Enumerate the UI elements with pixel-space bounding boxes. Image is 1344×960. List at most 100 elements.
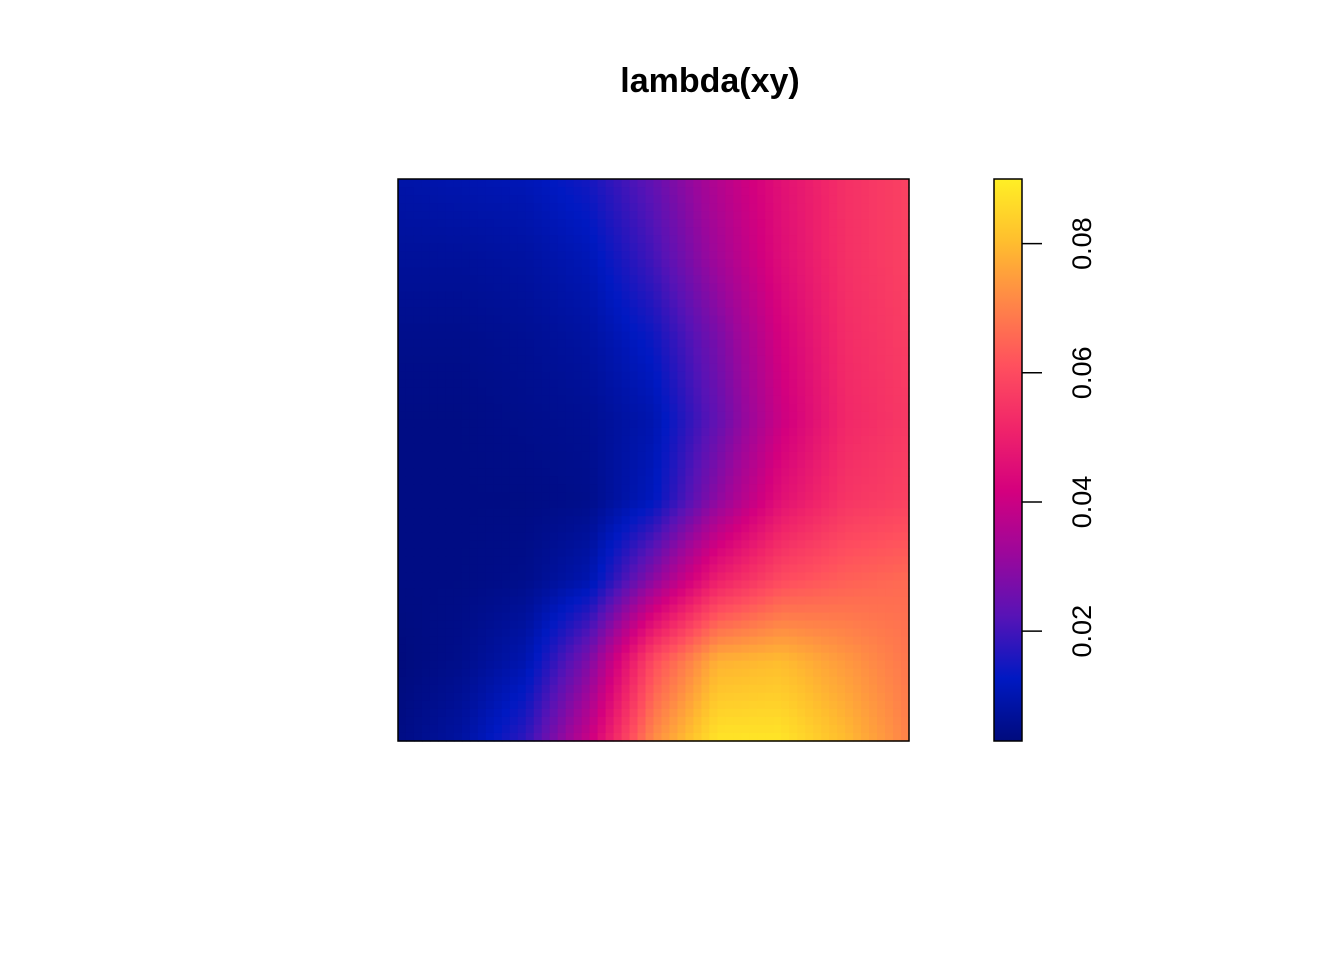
heatmap-cell: [805, 419, 814, 429]
heatmap-cell: [541, 195, 551, 204]
heatmap-cell: [653, 299, 663, 309]
heatmap-cell: [485, 548, 495, 557]
heatmap-cell: [525, 508, 535, 517]
heatmap-cell: [525, 628, 535, 638]
heatmap-cell: [741, 219, 750, 228]
heatmap-cell: [501, 668, 511, 678]
heatmap-cell: [461, 331, 471, 341]
heatmap-cell: [525, 532, 535, 541]
heatmap-cell: [885, 275, 894, 284]
heatmap-cell: [581, 203, 591, 212]
heatmap-cell: [813, 235, 822, 244]
heatmap-cell: [701, 355, 710, 365]
heatmap-cell: [413, 652, 423, 662]
heatmap-cell: [781, 395, 790, 405]
heatmap-cell: [469, 419, 479, 429]
heatmap-cell: [533, 620, 543, 630]
heatmap-cell: [629, 363, 639, 373]
heatmap-cell: [501, 524, 511, 533]
heatmap-cell: [557, 564, 567, 573]
heatmap-cell: [869, 347, 878, 357]
heatmap-cell: [581, 692, 591, 702]
heatmap-cell: [509, 235, 519, 244]
heatmap-cell: [901, 251, 910, 260]
heatmap-cell: [398, 532, 407, 541]
heatmap-cell: [869, 564, 878, 573]
heatmap-cell: [869, 716, 878, 726]
heatmap-cell: [709, 443, 718, 453]
heatmap-cell: [398, 660, 407, 670]
heatmap-cell: [485, 227, 495, 236]
heatmap-cell: [685, 259, 695, 268]
heatmap-cell: [837, 700, 846, 710]
heatmap-cell: [398, 732, 407, 742]
heatmap-cell: [797, 387, 806, 397]
heatmap-cell: [693, 187, 702, 196]
heatmap-cell: [781, 235, 790, 244]
heatmap-cell: [637, 588, 647, 598]
heatmap-cell: [685, 524, 695, 533]
heatmap-cell: [525, 548, 535, 557]
heatmap-cell: [845, 588, 854, 598]
heatmap-cell: [677, 179, 687, 188]
heatmap-cell: [461, 299, 471, 309]
heatmap-cell: [717, 259, 726, 268]
heatmap-cell: [837, 395, 846, 405]
heatmap-cell: [677, 484, 687, 493]
heatmap-cell: [605, 291, 615, 301]
heatmap-cell: [837, 363, 846, 373]
heatmap-cell: [869, 660, 878, 670]
heatmap-cell: [645, 291, 655, 301]
heatmap-cell: [709, 684, 718, 694]
heatmap-cell: [589, 331, 599, 341]
heatmap-cell: [645, 692, 655, 702]
heatmap-cell: [805, 620, 814, 630]
heatmap-cell: [789, 243, 798, 252]
heatmap-cell: [765, 251, 774, 260]
heatmap-cell: [453, 532, 463, 541]
heatmap-cell: [781, 275, 790, 284]
heatmap-cell: [445, 419, 455, 429]
heatmap-cell: [637, 403, 647, 413]
heatmap-cell: [861, 211, 870, 220]
heatmap-cell: [765, 524, 774, 533]
heatmap-cell: [533, 427, 543, 437]
heatmap-cell: [517, 427, 527, 437]
heatmap-cell: [509, 716, 519, 726]
heatmap-cell: [709, 588, 718, 598]
heatmap-cell: [637, 307, 647, 317]
heatmap-cell: [677, 612, 687, 622]
heatmap-cell: [525, 540, 535, 549]
heatmap-cell: [437, 411, 447, 421]
heatmap-cell: [581, 275, 591, 284]
heatmap-cell: [797, 443, 806, 453]
heatmap-cell: [525, 692, 535, 702]
heatmap-cell: [413, 572, 423, 582]
heatmap-cell: [461, 596, 471, 606]
heatmap-cell: [861, 524, 870, 533]
heatmap-cell: [605, 540, 615, 549]
heatmap-cell: [733, 227, 742, 236]
heatmap-cell: [469, 532, 479, 541]
heatmap-cell: [829, 315, 838, 325]
heatmap-cell: [501, 508, 511, 517]
heatmap-cell: [765, 612, 774, 622]
heatmap-cell: [445, 636, 455, 646]
heatmap-cell: [509, 195, 519, 204]
heatmap-cell: [901, 724, 910, 734]
heatmap-cell: [469, 275, 479, 284]
heatmap-cell: [429, 580, 439, 590]
heatmap-cell: [581, 435, 591, 445]
heatmap-cell: [589, 187, 599, 196]
heatmap-cell: [453, 227, 463, 236]
heatmap-cell: [757, 235, 766, 244]
heatmap-cell: [781, 732, 790, 742]
heatmap-cell: [661, 468, 671, 477]
heatmap-cell: [398, 387, 407, 397]
heatmap-cell: [597, 644, 607, 654]
heatmap-cell: [901, 179, 910, 188]
heatmap-cell: [565, 435, 575, 445]
heatmap-cell: [637, 395, 647, 405]
heatmap-cell: [829, 419, 838, 429]
heatmap-cell: [605, 443, 615, 453]
